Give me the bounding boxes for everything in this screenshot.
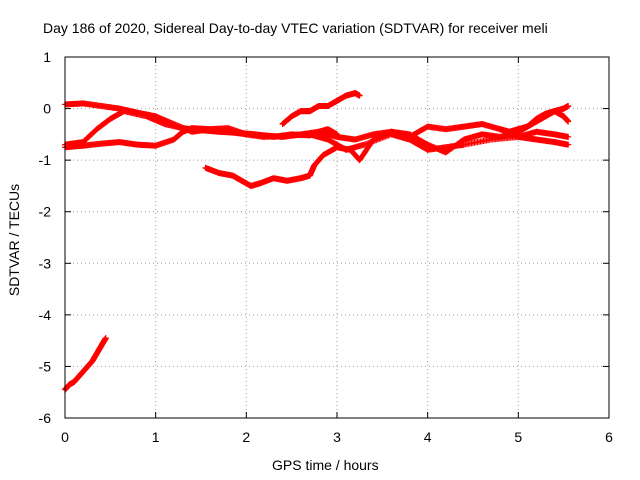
y-tick-label: -1	[39, 152, 52, 168]
data-points	[62, 90, 572, 393]
x-tick-label: 4	[424, 429, 432, 445]
series-track-6	[497, 108, 572, 135]
x-tick-label: 6	[605, 429, 613, 445]
data-point	[565, 118, 572, 125]
data-point	[565, 141, 572, 148]
data-point	[565, 133, 572, 140]
x-tick-label: 0	[61, 429, 69, 445]
x-axis-label: GPS time / hours	[272, 457, 379, 473]
y-tick-label: -3	[39, 255, 52, 271]
y-tick-label: -5	[39, 358, 52, 374]
data-point	[334, 131, 340, 138]
x-tick-label: 1	[152, 429, 160, 445]
y-tick-label: -2	[39, 204, 52, 220]
x-tick-label: 2	[242, 429, 250, 445]
series-track-3	[62, 108, 340, 148]
grid	[65, 57, 609, 418]
data-point	[356, 92, 363, 99]
y-tick-label: -6	[39, 410, 52, 426]
series-track-7	[62, 335, 109, 393]
series-track-5	[279, 90, 363, 128]
x-tick-label: 3	[333, 429, 341, 445]
series-track-4	[202, 102, 572, 189]
y-tick-label: 1	[43, 49, 51, 65]
data-point	[102, 335, 109, 342]
plot-frame	[64, 56, 610, 419]
y-tick-label: 0	[43, 101, 51, 117]
data-point	[565, 102, 572, 109]
x-tick-label: 5	[514, 429, 522, 445]
chart-title: Day 186 of 2020, Sidereal Day-to-day VTE…	[43, 20, 548, 36]
y-tick-label: -4	[39, 307, 52, 323]
axis-ticks: 0 1 2 3 4 5 6 1 0 -1 -2 -3 -4 -5 -6	[39, 49, 614, 445]
